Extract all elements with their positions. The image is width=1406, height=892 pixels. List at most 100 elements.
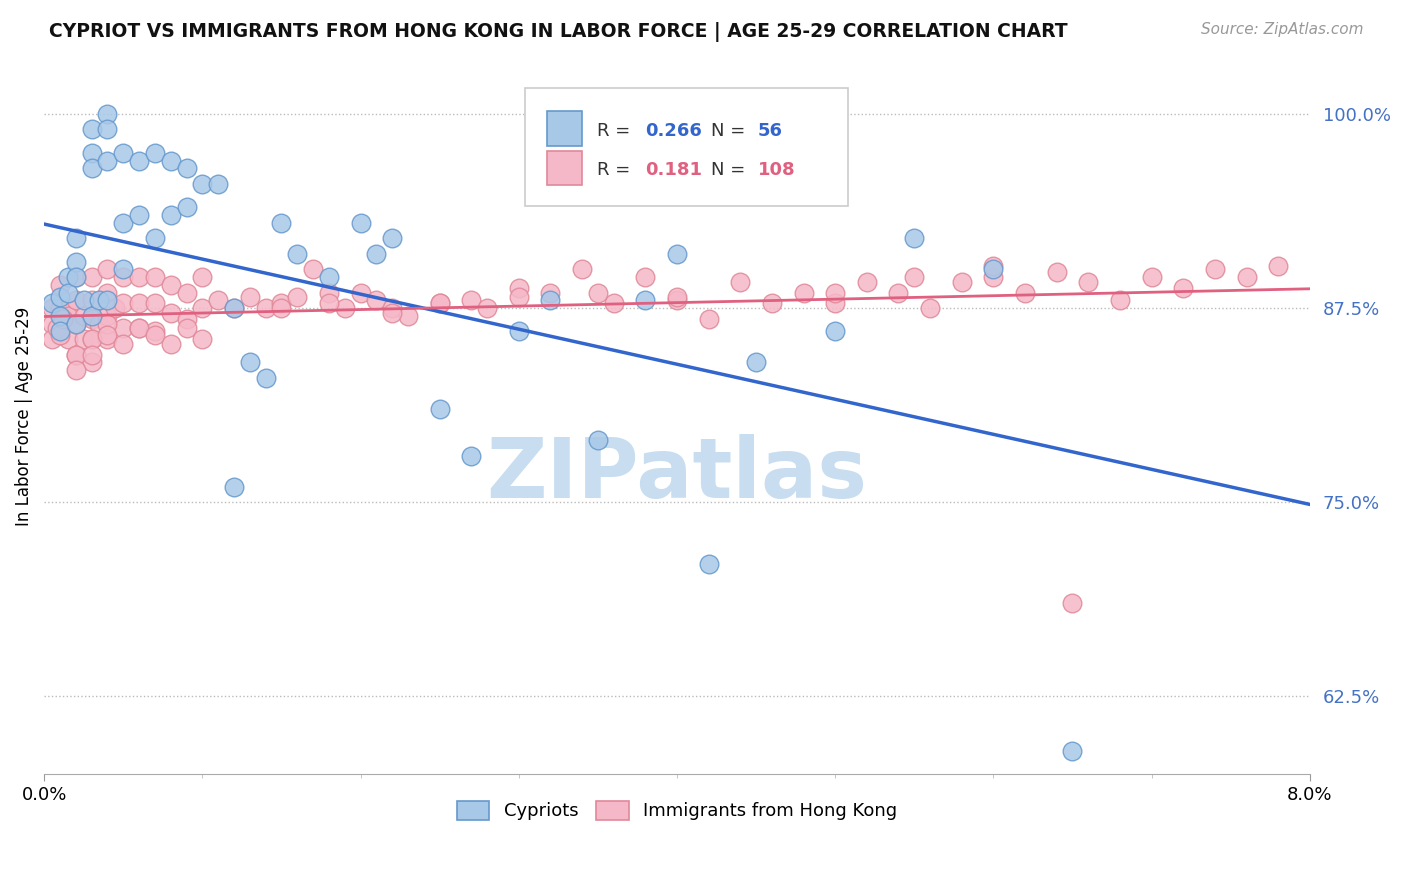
Point — [89, 317, 111, 331]
Point — [80, 332, 103, 346]
Text: N =: N = — [711, 161, 751, 179]
Point — [1046, 265, 1069, 279]
Legend: Cypriots, Immigrants from Hong Kong: Cypriots, Immigrants from Hong Kong — [451, 796, 903, 826]
Point — [96, 332, 118, 346]
Point — [983, 262, 1005, 277]
Point — [302, 262, 325, 277]
Point — [112, 270, 135, 285]
Y-axis label: In Labor Force | Age 25-29: In Labor Force | Age 25-29 — [15, 307, 32, 526]
Point — [96, 309, 118, 323]
Text: ZIPatlas: ZIPatlas — [486, 434, 868, 515]
Point — [65, 254, 87, 268]
Point — [920, 301, 942, 315]
Point — [80, 270, 103, 285]
Point — [824, 325, 846, 339]
Text: 108: 108 — [758, 161, 796, 179]
Point — [396, 309, 419, 323]
Point — [856, 275, 879, 289]
Point — [745, 355, 768, 369]
Bar — [547, 112, 582, 145]
Point — [634, 293, 657, 308]
Point — [1109, 293, 1132, 308]
Point — [239, 355, 262, 369]
Point — [761, 296, 783, 310]
Point — [1062, 744, 1084, 758]
Point — [104, 301, 127, 315]
Point — [366, 293, 388, 308]
Point — [950, 275, 973, 289]
Point — [65, 293, 87, 308]
Bar — [547, 151, 582, 185]
Point — [128, 296, 150, 310]
Point — [159, 277, 181, 292]
Point — [41, 296, 63, 310]
Point — [538, 285, 561, 300]
Point — [381, 306, 404, 320]
Point — [254, 301, 277, 315]
Point — [824, 296, 846, 310]
Point — [112, 296, 135, 310]
Point — [143, 231, 166, 245]
Point — [270, 301, 292, 315]
Point — [89, 293, 111, 308]
Point — [96, 122, 118, 136]
Point — [73, 293, 96, 308]
Point — [665, 246, 688, 260]
Point — [143, 327, 166, 342]
Point — [239, 290, 262, 304]
Point — [903, 231, 925, 245]
Point — [475, 301, 498, 315]
Point — [73, 309, 96, 323]
Point — [41, 332, 63, 346]
Point — [112, 216, 135, 230]
Point — [56, 270, 79, 285]
Point — [96, 262, 118, 277]
Point — [56, 332, 79, 346]
Point — [318, 285, 340, 300]
Point — [318, 270, 340, 285]
Point — [41, 317, 63, 331]
Point — [1140, 270, 1163, 285]
Point — [207, 177, 229, 191]
Point — [460, 449, 482, 463]
Text: R =: R = — [598, 161, 637, 179]
Point — [143, 296, 166, 310]
Point — [349, 216, 371, 230]
Point — [80, 355, 103, 369]
Point — [792, 285, 814, 300]
Point — [333, 301, 356, 315]
Point — [176, 161, 198, 176]
Point — [56, 285, 79, 300]
Point — [56, 301, 79, 315]
Point — [49, 301, 72, 315]
Point — [159, 336, 181, 351]
Point — [96, 327, 118, 342]
Point — [254, 371, 277, 385]
Point — [697, 312, 720, 326]
Point — [191, 177, 214, 191]
Text: 0.181: 0.181 — [645, 161, 703, 179]
Point — [983, 259, 1005, 273]
Point — [508, 281, 530, 295]
Point — [1236, 270, 1258, 285]
Point — [65, 317, 87, 331]
Point — [80, 348, 103, 362]
Point — [191, 270, 214, 285]
Text: CYPRIOT VS IMMIGRANTS FROM HONG KONG IN LABOR FORCE | AGE 25-29 CORRELATION CHAR: CYPRIOT VS IMMIGRANTS FROM HONG KONG IN … — [49, 22, 1067, 42]
Point — [366, 246, 388, 260]
Point — [571, 262, 593, 277]
Point — [96, 285, 118, 300]
Point — [176, 312, 198, 326]
Point — [429, 296, 451, 310]
Point — [65, 363, 87, 377]
Point — [80, 161, 103, 176]
Point — [602, 296, 624, 310]
Point — [665, 290, 688, 304]
Point — [349, 285, 371, 300]
Point — [73, 332, 96, 346]
Point — [586, 433, 609, 447]
Point — [318, 296, 340, 310]
Point — [697, 558, 720, 572]
Point — [49, 325, 72, 339]
Point — [728, 275, 751, 289]
